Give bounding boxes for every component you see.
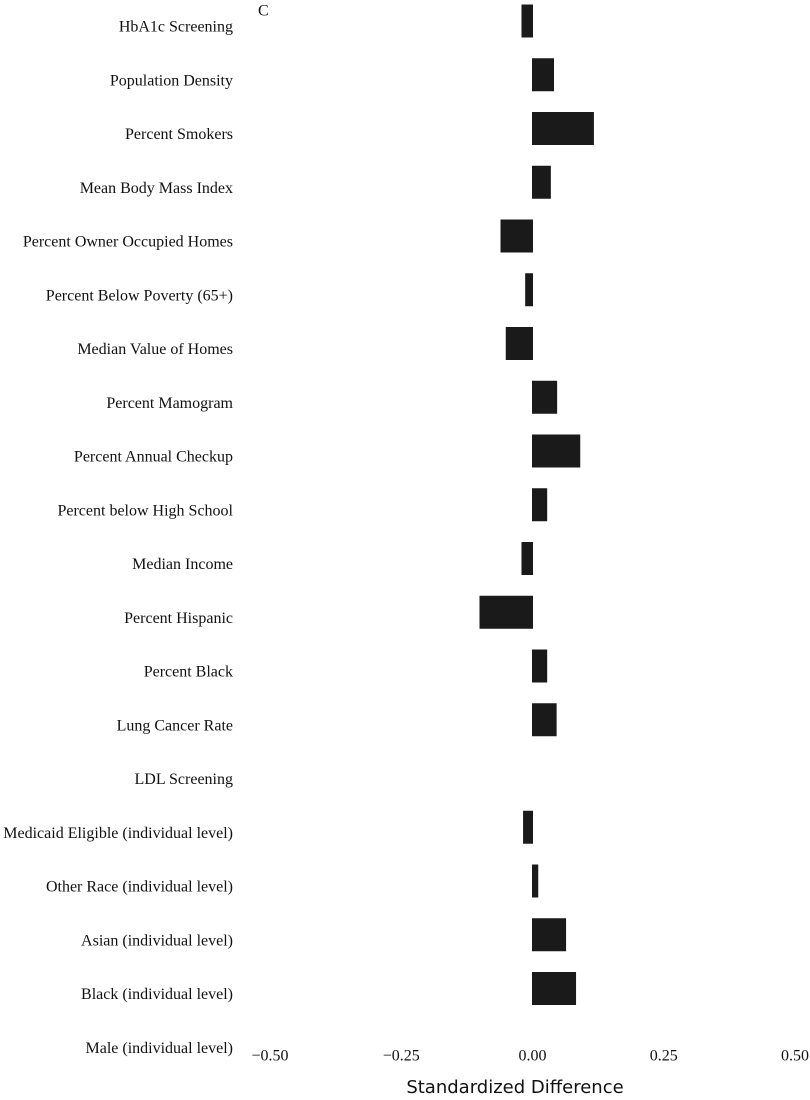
bar bbox=[523, 810, 534, 844]
bar bbox=[532, 864, 539, 898]
y-tick-label: Medicaid Eligible (individual level) bbox=[3, 825, 233, 842]
x-axis-title: Standardized Difference bbox=[406, 1077, 623, 1098]
x-tick-label: 0.00 bbox=[519, 1048, 547, 1065]
y-tick-label: Percent Owner Occupied Homes bbox=[23, 234, 233, 251]
y-tick-label: Asian (individual level) bbox=[81, 932, 233, 949]
y-tick-label: Percent Annual Checkup bbox=[74, 449, 233, 466]
x-tick-label: −0.50 bbox=[251, 1048, 288, 1065]
x-tick-label: 0.50 bbox=[781, 1048, 809, 1065]
y-tick-label: Percent Black bbox=[144, 664, 233, 681]
bar bbox=[532, 488, 548, 522]
y-tick-label: LDL Screening bbox=[135, 771, 233, 788]
bar bbox=[532, 58, 554, 92]
bar bbox=[532, 112, 594, 145]
x-tick-label: −0.25 bbox=[383, 1048, 420, 1065]
y-tick-label: Population Density bbox=[110, 72, 233, 89]
y-tick-label: Lung Cancer Rate bbox=[117, 717, 233, 734]
bar bbox=[500, 219, 533, 253]
bar bbox=[525, 273, 533, 307]
bar bbox=[479, 595, 533, 629]
y-tick-label: Median Income bbox=[132, 556, 233, 573]
bar bbox=[521, 542, 533, 575]
y-tick-label: Percent Hispanic bbox=[124, 610, 233, 627]
bar bbox=[532, 703, 557, 737]
bar bbox=[532, 380, 558, 414]
y-tick-label: Percent Below Poverty (65+) bbox=[46, 287, 233, 304]
y-tick-label: Male (individual level) bbox=[85, 1040, 233, 1057]
bar bbox=[532, 165, 551, 199]
panel-label: C bbox=[258, 3, 269, 20]
bar bbox=[521, 4, 533, 38]
bar bbox=[532, 972, 577, 1005]
y-tick-label: Mean Body Mass Index bbox=[80, 180, 233, 197]
y-tick-label: Percent Smokers bbox=[125, 126, 233, 143]
bar bbox=[532, 434, 581, 468]
y-tick-label: Black (individual level) bbox=[81, 986, 233, 1003]
y-tick-label: Median Value of Homes bbox=[77, 341, 233, 358]
bar bbox=[532, 918, 567, 952]
y-tick-label: HbA1c Screening bbox=[119, 19, 233, 36]
y-tick-label: Percent below High School bbox=[57, 502, 233, 519]
x-tick-label: 0.25 bbox=[650, 1048, 678, 1065]
bar bbox=[532, 649, 548, 683]
bar bbox=[505, 327, 533, 360]
y-tick-label: Other Race (individual level) bbox=[46, 879, 233, 896]
y-tick-label: Percent Mamogram bbox=[106, 395, 233, 412]
